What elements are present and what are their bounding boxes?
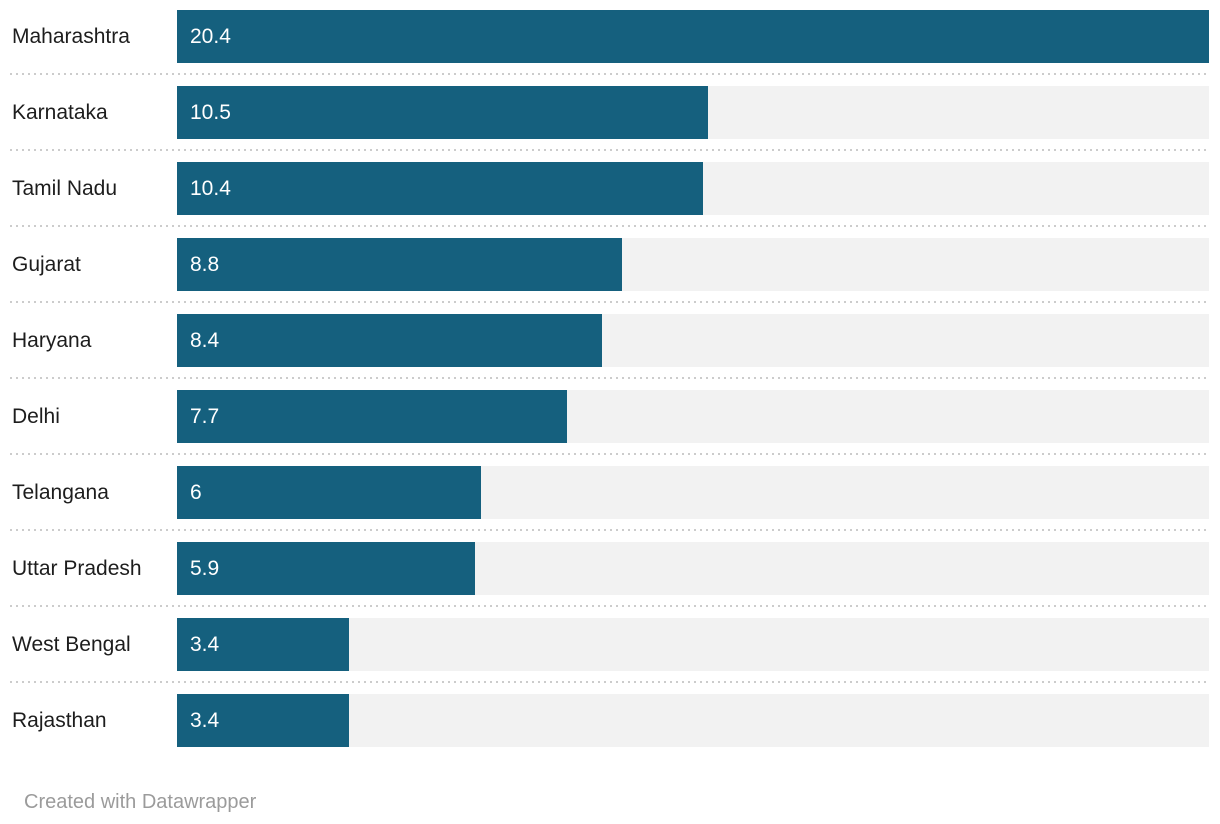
chart-row: Maharashtra 20.4 xyxy=(10,0,1209,76)
value-label: 6 xyxy=(190,480,202,504)
row-separator xyxy=(10,681,1209,683)
bar: 3.4 xyxy=(177,618,349,671)
value-label: 20.4 xyxy=(190,24,231,48)
category-label: Tamil Nadu xyxy=(12,177,118,200)
row-separator xyxy=(10,301,1209,303)
value-label: 8.4 xyxy=(190,328,220,352)
chart-row: Karnataka 10.5 xyxy=(10,76,1209,152)
chart-row: Telangana 6 xyxy=(10,456,1209,532)
bar: 10.4 xyxy=(177,162,704,215)
datawrapper-attribution: Created with Datawrapper xyxy=(24,791,257,813)
chart-row: Gujarat 8.8 xyxy=(10,228,1209,304)
row-separator xyxy=(10,529,1209,531)
row-separator xyxy=(10,225,1209,227)
bar-track: 10.5 xyxy=(177,86,1209,139)
category-label: West Bengal xyxy=(12,633,131,656)
category-label: Uttar Pradesh xyxy=(12,557,142,580)
category-label: Gujarat xyxy=(12,253,81,276)
bar-track: 8.8 xyxy=(177,238,1209,291)
bar-track: 8.4 xyxy=(177,314,1209,367)
category-label: Karnataka xyxy=(12,101,108,124)
bar-track: 3.4 xyxy=(177,694,1209,747)
category-label: Delhi xyxy=(12,405,60,428)
bar: 8.4 xyxy=(177,314,602,367)
bar-track: 6 xyxy=(177,466,1209,519)
chart-rows: Maharashtra 20.4 Karnataka 10.5 Tamil Na… xyxy=(10,0,1209,760)
category-label: Rajasthan xyxy=(12,709,107,732)
bar: 20.4 xyxy=(177,10,1209,63)
value-label: 8.8 xyxy=(190,252,220,276)
bar-track: 5.9 xyxy=(177,542,1209,595)
chart-row: Delhi 7.7 xyxy=(10,380,1209,456)
chart-row: Tamil Nadu 10.4 xyxy=(10,152,1209,228)
value-label: 5.9 xyxy=(190,556,220,580)
bar: 8.8 xyxy=(177,238,623,291)
value-label: 10.4 xyxy=(190,176,231,200)
bar-track: 10.4 xyxy=(177,162,1209,215)
bar: 3.4 xyxy=(177,694,349,747)
bar-track: 7.7 xyxy=(177,390,1209,443)
category-label: Maharashtra xyxy=(12,25,130,48)
row-separator xyxy=(10,73,1209,75)
bar: 6 xyxy=(177,466,481,519)
category-label: Telangana xyxy=(12,481,109,504)
chart-row: West Bengal 3.4 xyxy=(10,608,1209,684)
row-separator xyxy=(10,149,1209,151)
chart-row: Rajasthan 3.4 xyxy=(12,684,1209,760)
row-separator xyxy=(10,605,1209,607)
value-label: 10.5 xyxy=(190,100,231,124)
row-separator xyxy=(10,453,1209,455)
bar-track: 3.4 xyxy=(177,618,1209,671)
category-label: Haryana xyxy=(12,329,92,352)
bar: 7.7 xyxy=(177,390,567,443)
bar: 5.9 xyxy=(177,542,476,595)
bar-track: 20.4 xyxy=(177,10,1209,63)
row-separator xyxy=(10,377,1209,379)
chart-row: Haryana 8.4 xyxy=(10,304,1209,380)
bar: 10.5 xyxy=(177,86,709,139)
chart-row: Uttar Pradesh 5.9 xyxy=(10,532,1209,608)
value-label: 3.4 xyxy=(190,632,220,656)
value-label: 7.7 xyxy=(190,404,220,428)
value-label: 3.4 xyxy=(190,708,220,732)
